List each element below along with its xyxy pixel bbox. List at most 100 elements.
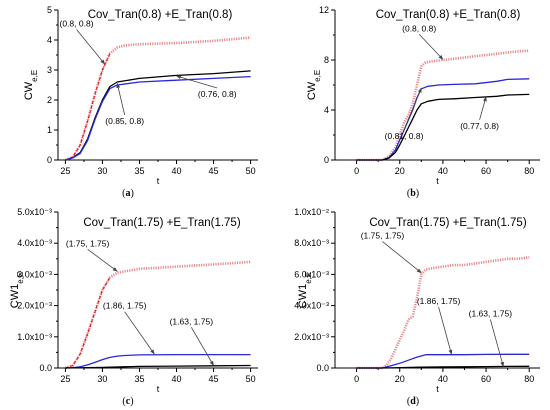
annotation-label: (0.8, 0.8): [60, 19, 94, 29]
x-tick-label: 60: [481, 374, 491, 384]
annotation-label: (0.81, 0.8): [385, 131, 424, 141]
y-tick-label: 4: [324, 105, 329, 115]
annotation-label: (1.86, 1.75): [103, 301, 147, 311]
x-axis-label: t: [157, 384, 160, 394]
x-axis-label: t: [436, 384, 439, 394]
y-tick-label: 1.0x10⁻²: [294, 207, 329, 217]
x-tick-label: 40: [172, 166, 182, 176]
x-tick-label: 40: [438, 374, 448, 384]
series-line-3: [65, 364, 251, 369]
annotation-label: (1.63, 1.75): [469, 309, 513, 319]
y-tick-label: 0.0: [316, 363, 329, 373]
x-tick-label: 25: [60, 374, 70, 384]
series-line-1: [356, 49, 530, 162]
annotation-label: (1.86, 1.75): [417, 296, 461, 306]
series-line-1: [64, 260, 251, 370]
y-tick-label: 2.0x10⁻³: [17, 301, 52, 311]
y-tick-label: 0: [324, 155, 329, 165]
y-tick-label: 4.0x10⁻³: [294, 301, 329, 311]
y-tick-label: 1.0x10⁻³: [17, 332, 52, 342]
y-tick-label: 5: [47, 5, 52, 15]
series-line-3: [356, 93, 530, 161]
x-tick-label: 30: [97, 166, 107, 176]
series-dashed-head: [65, 53, 111, 161]
x-tick-label: 0: [354, 166, 359, 176]
chart-title: Cov_Tran(0.8) +E_Tran(0.8): [376, 9, 521, 21]
x-tick-label: 50: [246, 374, 256, 384]
y-tick-label: 2.0x10⁻³: [294, 332, 329, 342]
y-tick-label: 3: [47, 65, 52, 75]
annotation-arrow: [382, 241, 422, 274]
y-axis-label: CW1e,E: [297, 272, 313, 308]
y-tick-label: 8: [324, 55, 329, 65]
chart-panel-c: 25 30 35 40 45 50 0.0 1.0x10⁻³ 2.0x10⁻³ 3.0x10⁻³ 4…: [9, 207, 258, 407]
x-tick-label: 45: [209, 374, 219, 384]
chart-panel-b: 0 20 40 60 80 0 4 8 12 t CWe,E Cov_Tran(0.8) +E_Tra…: [306, 5, 540, 199]
annotation-arrow: [418, 33, 444, 60]
panel-caption: (c): [122, 396, 133, 407]
y-tick-label: 8.0x10⁻³: [294, 238, 329, 248]
annotation-arrow: [489, 319, 505, 367]
annotation-arrow: [116, 83, 126, 116]
y-tick-label: 4.0x10⁻³: [17, 238, 52, 248]
chart-title: Cov_Tran(0.8) +E_Tran(0.8): [88, 9, 233, 21]
y-tick-label: 5.0x10⁻³: [17, 207, 52, 217]
y-tick-label: 0: [47, 155, 52, 165]
x-tick-label: 40: [438, 166, 448, 176]
chart-panel-d: 0 20 40 60 80 0.0 2.0x10⁻³ 4.0x10⁻³ 6.0x10⁻³ 8.0x…: [294, 207, 540, 407]
series-dashed-head: [65, 277, 111, 369]
x-axis-label: t: [157, 176, 160, 186]
x-tick-label: 50: [246, 166, 256, 176]
y-tick-label: 2: [47, 95, 52, 105]
panel-caption: (a): [122, 188, 134, 199]
annotation-arrow: [190, 327, 214, 366]
x-tick-label: 35: [134, 166, 144, 176]
y-tick-label: 0.0: [39, 363, 52, 373]
y-axis-label: CWe,E: [306, 70, 322, 100]
series-line-2: [65, 70, 251, 161]
annotation-arrow: [76, 29, 105, 65]
x-axis-label: t: [436, 176, 439, 186]
annotation-arrow: [124, 311, 155, 355]
panel-caption: (d): [407, 396, 419, 407]
annotation-label: (1.75, 1.75): [361, 231, 405, 241]
y-tick-label: 12: [319, 5, 329, 15]
x-tick-label: 20: [395, 166, 405, 176]
x-tick-label: 60: [481, 166, 491, 176]
y-tick-label: 4: [47, 35, 52, 45]
y-tick-label: 6.0x10⁻³: [294, 269, 329, 279]
series-line-2: [65, 353, 251, 369]
chart-title: Cov_Tran(1.75) +E_Tran(1.75): [369, 217, 527, 229]
annotation-label: (1.63, 1.75): [170, 316, 214, 326]
x-tick-label: 30: [97, 374, 107, 384]
y-axis-label: CWe,E: [23, 70, 39, 100]
annotation-arrow: [176, 75, 218, 89]
y-axis-label: CW1e,E: [9, 272, 25, 308]
x-tick-label: 80: [524, 166, 534, 176]
annotation-arrow: [87, 248, 118, 272]
annotation-arrow: [479, 96, 487, 120]
x-tick-label: 25: [60, 166, 70, 176]
annotation-label: (0.85, 0.8): [105, 116, 144, 126]
annotation-label: (1.75, 1.75): [66, 238, 110, 248]
x-tick-label: 40: [172, 374, 182, 384]
annotation-arrow: [438, 306, 453, 355]
y-tick-label: 3.0x10⁻³: [17, 269, 52, 279]
chart-title: Cov_Tran(1.75) +E_Tran(1.75): [83, 217, 241, 229]
annotation-label: (0.76, 0.8): [198, 89, 237, 99]
annotation-label: (0.8, 0.8): [402, 23, 436, 33]
x-tick-label: 20: [395, 374, 405, 384]
annotation-arrow: [403, 87, 422, 130]
annotation-label: (0.77, 0.8): [460, 121, 499, 131]
x-tick-label: 35: [134, 374, 144, 384]
series-line-2: [356, 78, 530, 161]
y-tick-label: 1: [47, 125, 52, 135]
panel-caption: (b): [407, 188, 419, 199]
x-tick-label: 80: [524, 374, 534, 384]
series-line-1: [356, 255, 530, 370]
series-line-2: [356, 353, 530, 369]
x-tick-label: 0: [354, 374, 359, 384]
x-tick-label: 45: [209, 166, 219, 176]
